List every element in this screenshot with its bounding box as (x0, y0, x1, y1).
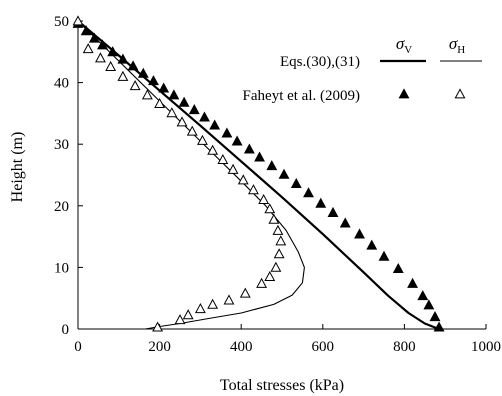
data-point-hollow (82, 43, 94, 54)
y-tick-label: 40 (54, 76, 69, 92)
legend-marker-hollow (454, 88, 466, 99)
data-point-filled (168, 89, 180, 100)
data-point-filled (97, 39, 108, 50)
data-point-hollow (72, 15, 84, 26)
data-point-filled (266, 160, 278, 171)
data-point-filled (315, 197, 327, 208)
y-tick-label: 20 (54, 199, 69, 215)
data-point-hollow (227, 163, 239, 174)
y-tick-label: 0 (62, 322, 70, 338)
data-point-filled (178, 96, 190, 107)
data-point-hollow (182, 309, 194, 320)
data-point-hollow (264, 203, 276, 214)
data-point-filled (339, 217, 351, 228)
data-point-filled (354, 228, 365, 239)
data-point-hollow (237, 174, 249, 185)
x-tick-label: 400 (230, 339, 253, 355)
data-point-filled (80, 25, 92, 36)
y-tick-label: 10 (54, 260, 69, 276)
data-point-filled (303, 187, 314, 198)
data-point-filled (231, 135, 243, 146)
data-point-hollow (207, 298, 219, 309)
data-point-filled (417, 290, 429, 301)
data-point-hollow (223, 294, 235, 305)
data-point-filled (148, 75, 159, 86)
data-point-hollow (268, 213, 280, 224)
y-ticks: 0 10 20 30 40 50 (54, 14, 83, 338)
data-point-hollow (256, 277, 268, 288)
y-tick-label: 50 (54, 14, 69, 30)
data-point-filled (254, 151, 265, 162)
data-point-filled (407, 277, 418, 288)
data-point-filled (88, 32, 100, 43)
data-point-hollow (141, 89, 153, 100)
data-point-hollow (174, 314, 186, 325)
data-point-filled (392, 262, 404, 274)
data-point-filled (107, 46, 119, 57)
data-point-hollow (166, 107, 178, 118)
data-point-filled (423, 299, 435, 310)
data-point-filled (117, 53, 129, 64)
data-point-hollow (273, 248, 285, 259)
data-point-hollow (186, 125, 198, 136)
data-point-filled (278, 168, 290, 179)
data-point-hollow (258, 193, 270, 205)
data-point-hollow (264, 270, 276, 282)
data-point-filled (290, 177, 302, 189)
data-point-filled (199, 111, 210, 122)
series-line (77, 20, 305, 330)
data-point-hollow (197, 134, 208, 145)
data-point-hollow (207, 144, 219, 155)
legend: σV σH Eqs.(30),(31) Faheyt et al. (2009) (243, 34, 482, 104)
data-point-hollow (270, 261, 282, 272)
data-point-filled (243, 143, 255, 154)
data-point-filled (127, 60, 139, 71)
data-point-filled (188, 104, 200, 115)
data-point-hollow (176, 116, 188, 127)
x-ticks: 0 200 400 600 800 1000 (74, 324, 501, 355)
data-point-filled (378, 250, 390, 261)
x-tick-label: 200 (148, 339, 171, 355)
series-1 (77, 20, 305, 330)
data-point-hollow (239, 287, 251, 298)
data-point-hollow (129, 80, 141, 91)
y-axis-title: Height (m) (9, 132, 26, 203)
legend-label: Eqs.(30),(31) (280, 54, 360, 70)
data-point-filled (433, 321, 445, 332)
x-tick-label: 1000 (471, 339, 501, 355)
data-point-filled (429, 311, 441, 322)
data-point-hollow (152, 321, 163, 332)
data-point-filled (158, 82, 170, 93)
data-point-hollow (105, 60, 117, 71)
data-point-hollow (95, 52, 106, 63)
data-point-hollow (248, 184, 259, 195)
x-axis-title: Total stresses (kPa) (220, 377, 344, 394)
legend-column-header: σV (396, 34, 412, 56)
data-point-hollow (117, 70, 129, 81)
x-tick-label: 800 (393, 339, 416, 355)
legend-column-header: σH (449, 34, 465, 56)
legend-label: Faheyt et al. (2009) (243, 88, 360, 104)
series-3 (72, 15, 287, 332)
legend-marker-filled (398, 88, 410, 99)
data-point-hollow (194, 303, 206, 314)
data-point-filled (209, 119, 221, 130)
data-point-filled (366, 239, 378, 250)
series-2 (72, 17, 445, 332)
x-tick-label: 0 (74, 339, 82, 355)
data-point-hollow (275, 235, 287, 246)
data-point-filled (137, 67, 149, 78)
data-point-filled (221, 127, 233, 138)
data-point-hollow (154, 97, 166, 108)
series-layer (72, 15, 445, 332)
data-point-hollow (272, 224, 284, 235)
y-tick-label: 30 (54, 137, 69, 153)
x-tick-label: 600 (312, 339, 335, 355)
data-point-hollow (217, 153, 229, 165)
data-point-filled (327, 206, 339, 217)
